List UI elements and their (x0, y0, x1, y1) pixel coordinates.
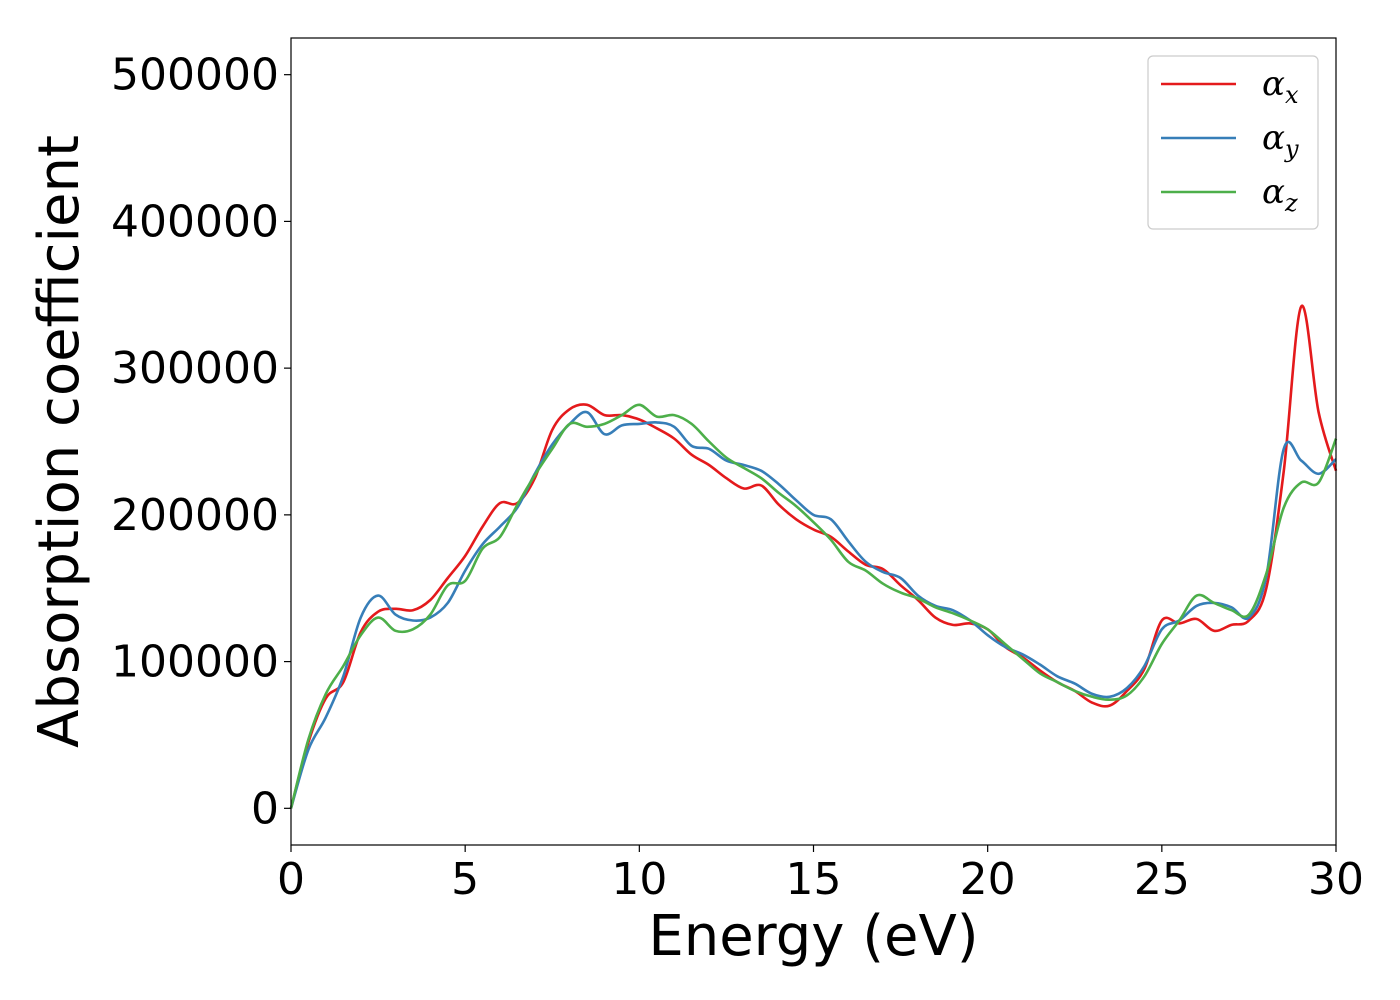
y-tick-label: 0 (251, 783, 279, 834)
x-tick-label: 5 (451, 854, 479, 905)
y-axis-label: Absorption coefficient (27, 135, 92, 748)
x-tick-label: 25 (1134, 854, 1190, 905)
x-tick-label: 30 (1308, 854, 1364, 905)
series-line-x (289, 304, 1338, 809)
x-tick-label: 10 (611, 854, 667, 905)
series-line-y (289, 410, 1337, 809)
series-line-z (289, 403, 1338, 809)
y-tick-label: 300000 (111, 343, 279, 394)
y-tick-label: 100000 (111, 637, 279, 688)
plot-frame (290, 37, 1337, 846)
legend-box (1147, 55, 1319, 230)
x-tick-label: 15 (786, 854, 842, 905)
y-tick-label: 500000 (111, 50, 279, 101)
y-tick-label: 200000 (111, 490, 279, 541)
series-layer (289, 304, 1338, 809)
x-tick-label: 20 (960, 854, 1016, 905)
y-tick-label: 400000 (111, 196, 279, 247)
legend-entry-z: αz (1262, 172, 1298, 217)
x-axis-label: Energy (eV) (648, 904, 978, 969)
ticks-layer: 0 5 10 15 20 25 30 0 100000 200000 300000 400000 500… (111, 50, 1364, 905)
x-tick-label: 0 (277, 854, 305, 905)
